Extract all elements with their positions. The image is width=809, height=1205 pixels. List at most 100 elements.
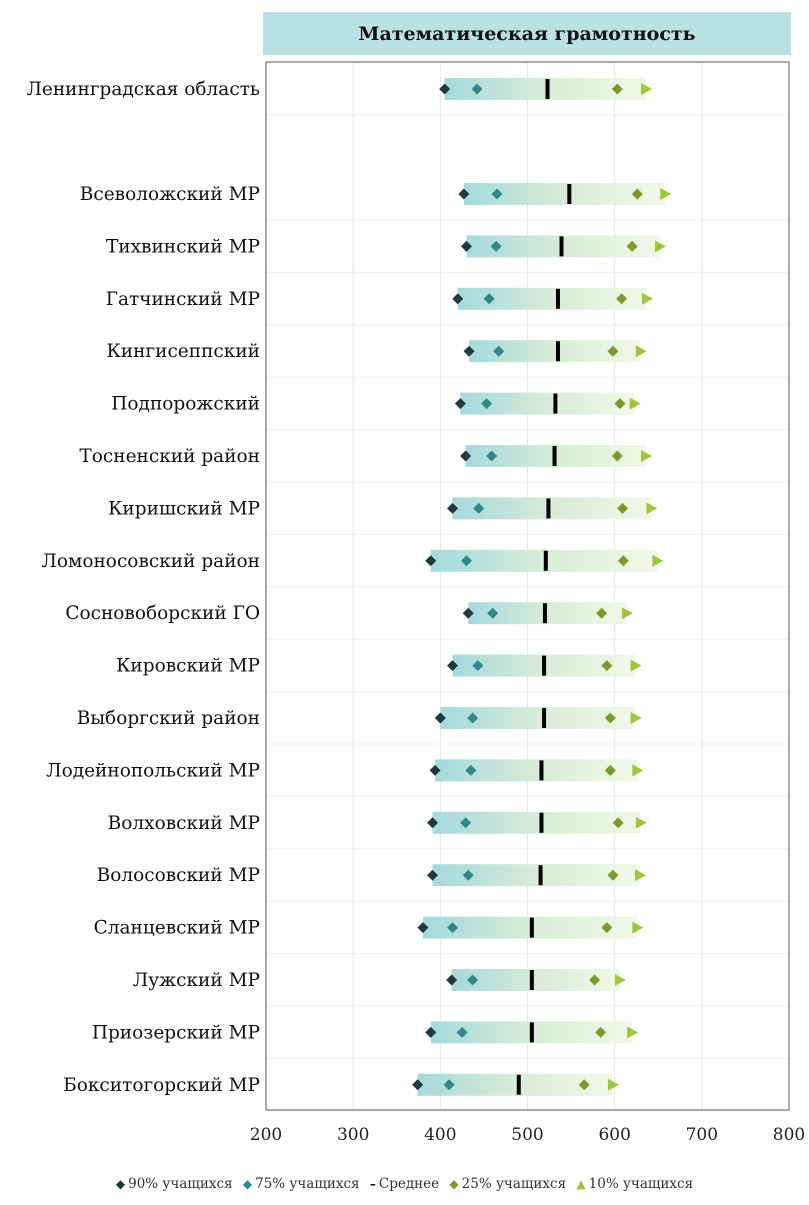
point-p90 (417, 922, 429, 934)
range-band (468, 602, 627, 625)
point-p90 (425, 555, 437, 567)
point-p75 (467, 712, 479, 724)
range-band (432, 864, 640, 887)
row-label: Сланцевский МР (94, 918, 260, 939)
point-p75 (467, 974, 479, 986)
point-p10 (635, 816, 647, 829)
labels-layer: Ленинградская область Всеволожский МР Тихв… (26, 79, 260, 1096)
point-p90 (454, 398, 466, 410)
range-band (440, 707, 636, 729)
range-band (452, 497, 652, 520)
point-p75 (462, 869, 474, 881)
point-p75 (443, 1079, 455, 1091)
row-label: Ленинградская область (26, 79, 260, 100)
point-p10 (634, 869, 646, 882)
point-p75 (483, 293, 495, 305)
point-p75 (460, 555, 472, 567)
point-p10 (632, 921, 644, 934)
point-mean (546, 498, 551, 519)
row-label: Лодейнопольский МР (46, 760, 260, 781)
point-mean (542, 655, 547, 676)
x-tick-label: 300 (337, 1125, 369, 1145)
legend: ◆ 90% учащихся ◆ 75% учащихся – Среднее ◆ 25… (0, 1176, 809, 1192)
point-p90 (463, 345, 475, 357)
point-p75 (447, 922, 459, 934)
x-tick-label: 800 (773, 1125, 805, 1145)
point-p25 (595, 1026, 607, 1038)
point-mean (529, 1022, 534, 1043)
point-mean (559, 236, 564, 257)
point-p10 (641, 292, 653, 305)
range-band (460, 392, 635, 415)
rows-layer (412, 78, 672, 1096)
point-p10 (621, 607, 633, 620)
legend-item-p25: ◆ 25% учащихся (449, 1176, 567, 1192)
legend-diamond-olive-icon: ◆ (449, 1177, 459, 1191)
legend-item-p10: ▲ 10% учащихся (576, 1176, 694, 1192)
ticks-layer: 200 300 400 500 600 700 800 (250, 1125, 805, 1145)
point-p90 (439, 83, 451, 95)
point-mean (542, 708, 547, 728)
point-p10 (635, 345, 647, 358)
point-p75 (487, 607, 499, 619)
row-label: Кингисеппский (106, 341, 260, 362)
legend-item-p90: ◆ 90% учащихся (115, 1176, 233, 1192)
row-label: Лужский МР (133, 970, 260, 991)
point-p75 (471, 83, 483, 95)
row-label: Тосненский район (79, 446, 260, 467)
point-mean (538, 865, 543, 886)
point-p25 (611, 83, 623, 95)
point-mean (567, 184, 572, 204)
point-p90 (447, 660, 459, 672)
row-label: Выборгский район (77, 708, 260, 729)
point-p25 (614, 398, 626, 410)
point-p25 (617, 555, 629, 567)
row-label: Всеволожский МР (80, 184, 260, 205)
x-tick-label: 200 (250, 1125, 282, 1145)
point-p25 (626, 240, 638, 252)
point-p75 (473, 502, 485, 514)
point-p90 (462, 607, 474, 619)
legend-item-p75: ◆ 75% учащихся (242, 1176, 360, 1192)
point-p25 (607, 345, 619, 357)
point-mean (539, 812, 544, 833)
point-mean (552, 446, 557, 466)
row-label: Гатчинский МР (106, 289, 260, 310)
row-label: Сосновоборский ГО (65, 603, 260, 624)
point-p10 (614, 974, 626, 986)
point-p90 (425, 1026, 437, 1038)
point-p25 (612, 817, 624, 829)
grid-layer (266, 62, 789, 1112)
point-p10 (627, 1026, 639, 1039)
legend-diamond-dark-icon: ◆ (115, 1177, 126, 1191)
point-mean (529, 970, 534, 990)
row-label: Волосовский МР (97, 865, 260, 886)
point-p75 (472, 660, 484, 672)
point-mean (556, 288, 561, 309)
point-mean (556, 341, 561, 362)
range-band (432, 811, 641, 834)
point-p10 (646, 502, 658, 515)
range-band (435, 759, 638, 782)
point-p75 (491, 188, 503, 200)
point-p10 (630, 659, 642, 672)
point-p25 (604, 712, 616, 724)
point-p75 (465, 764, 477, 776)
point-p90 (412, 1079, 424, 1091)
point-p25 (601, 660, 613, 672)
row-label: Ломоносовский район (41, 551, 260, 572)
row-label: Тихвинский МР (106, 236, 260, 257)
point-p90 (458, 188, 470, 200)
point-p75 (456, 1026, 468, 1038)
point-p25 (601, 922, 613, 934)
range-band (451, 969, 620, 991)
point-p10 (607, 1078, 619, 1091)
point-mean (543, 550, 548, 571)
point-mean (529, 917, 534, 938)
row-label: Подпорожский (111, 394, 260, 415)
row-label: Приозерский МР (92, 1022, 260, 1043)
point-p75 (460, 817, 472, 829)
point-p75 (490, 240, 502, 252)
point-p10 (641, 83, 653, 95)
plot-frame (265, 61, 790, 1111)
